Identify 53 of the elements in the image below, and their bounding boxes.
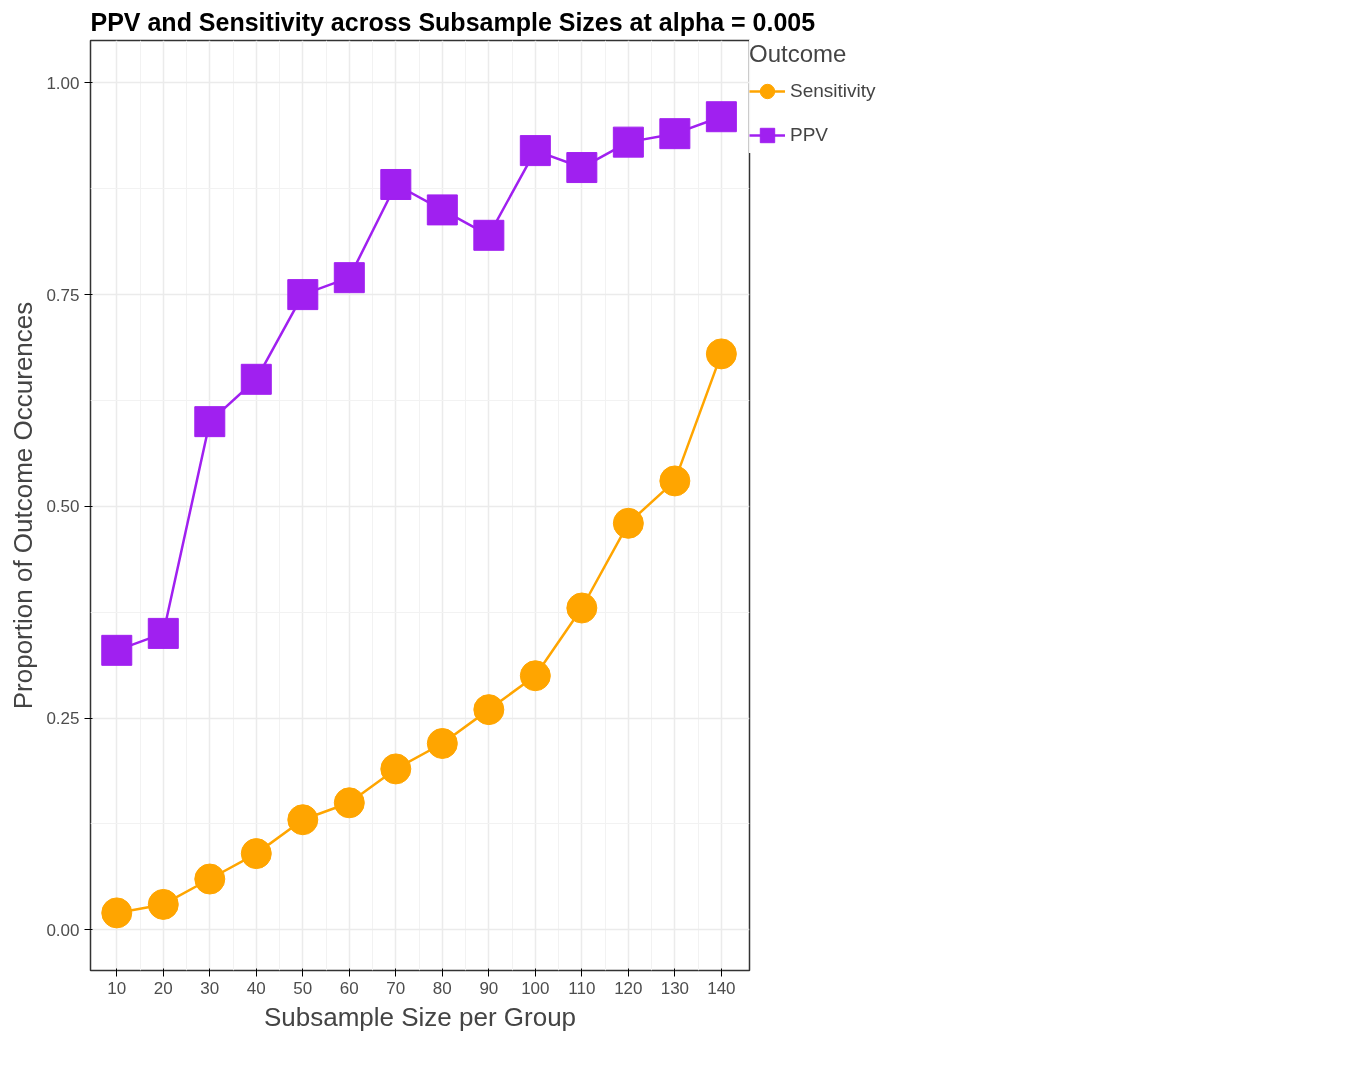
point xyxy=(240,838,272,870)
point xyxy=(519,660,551,692)
point xyxy=(287,804,319,836)
x-tick-label: 90 xyxy=(479,978,499,998)
x-tick-label: 80 xyxy=(432,978,452,998)
x-tick-label: 50 xyxy=(293,978,313,998)
y-tick-label: 0.00 xyxy=(46,920,80,940)
point xyxy=(705,101,737,133)
point xyxy=(287,279,319,311)
chart-title: PPV and Sensitivity across Subsample Sizes at alpha = 0.005 xyxy=(90,7,816,36)
point xyxy=(101,897,133,929)
legend-label: PPV xyxy=(790,124,829,146)
x-tick-label: 140 xyxy=(707,978,736,998)
x-tick-label: 120 xyxy=(614,978,643,998)
point xyxy=(147,617,179,649)
point xyxy=(612,126,644,158)
y-tick-label: 1.00 xyxy=(46,73,80,93)
point xyxy=(380,753,412,785)
point xyxy=(240,363,272,395)
point xyxy=(473,219,505,251)
legend-title: Outcome xyxy=(749,40,848,68)
point xyxy=(426,194,458,226)
point xyxy=(659,465,691,497)
x-axis-title: Subsample Size per Group xyxy=(263,1001,577,1032)
point xyxy=(519,135,551,167)
x-tick-label: 30 xyxy=(200,978,220,998)
x-tick-label: 110 xyxy=(568,978,596,998)
point xyxy=(566,152,598,184)
x-tick-label: 20 xyxy=(153,978,173,998)
point xyxy=(426,728,458,759)
y-axis-title: Proportion of Outcome Occurences xyxy=(8,301,39,710)
point xyxy=(194,406,226,438)
y-tick-label: 0.75 xyxy=(46,285,80,305)
x-tick-label: 100 xyxy=(521,978,550,998)
x-tick-label: 60 xyxy=(339,978,359,998)
point xyxy=(380,168,412,200)
point xyxy=(659,118,691,150)
x-tick-label: 130 xyxy=(660,978,690,998)
legend-label: Sensitivity xyxy=(790,80,876,102)
point xyxy=(473,694,505,726)
point xyxy=(101,634,133,666)
point xyxy=(333,262,365,294)
point xyxy=(612,507,644,539)
x-tick-label: 10 xyxy=(107,978,127,998)
y-tick-label: 0.25 xyxy=(46,709,80,729)
point xyxy=(147,888,179,920)
point xyxy=(333,787,365,819)
point xyxy=(705,338,737,370)
point xyxy=(566,592,598,624)
y-tick-label: 0.50 xyxy=(46,497,80,517)
x-tick-label: 70 xyxy=(386,978,406,998)
x-tick-label: 40 xyxy=(246,978,266,998)
point xyxy=(194,863,226,895)
